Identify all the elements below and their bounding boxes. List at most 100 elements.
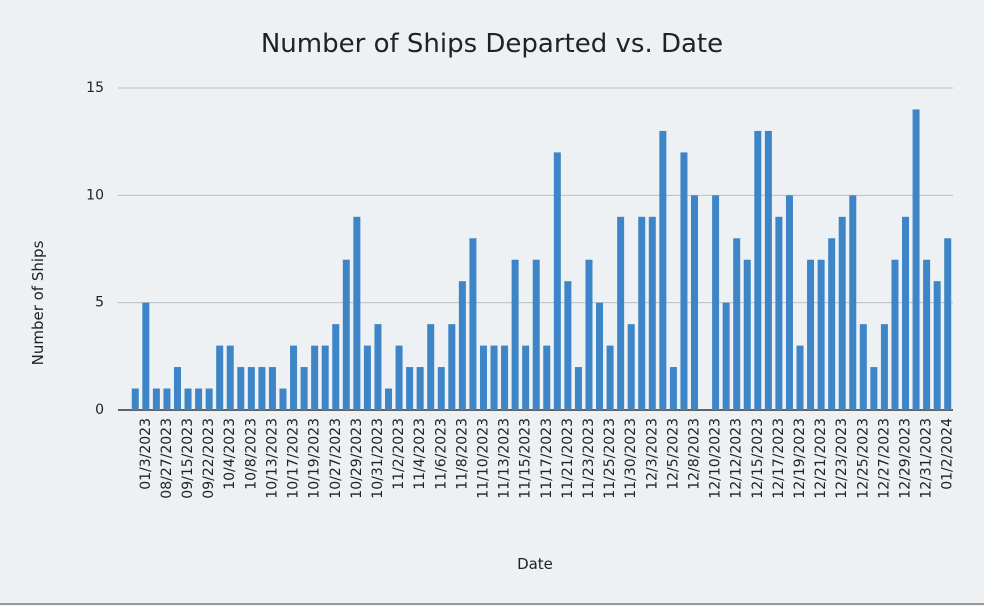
bar xyxy=(247,367,255,410)
bar xyxy=(659,130,667,410)
bar xyxy=(501,345,509,410)
x-tick-label: 10/4/2023 xyxy=(222,418,238,490)
x-tick-label: 12/29/2023 xyxy=(898,418,914,499)
x-tick-label: 01/2/2024 xyxy=(940,418,956,490)
x-tick-label: 12/5/2023 xyxy=(665,418,681,490)
x-tick-label: 10/27/2023 xyxy=(328,418,344,499)
bar xyxy=(859,324,867,410)
x-tick-label: 11/10/2023 xyxy=(475,418,491,499)
bar xyxy=(237,367,245,410)
x-tick-label: 10/19/2023 xyxy=(307,418,323,499)
x-tick-label: 12/19/2023 xyxy=(792,418,808,499)
x-tick-label: 11/21/2023 xyxy=(560,418,576,499)
bar xyxy=(606,345,614,410)
bar xyxy=(152,388,160,410)
x-tick-label: 10/31/2023 xyxy=(370,418,386,499)
bar xyxy=(838,216,846,410)
bar xyxy=(300,367,308,410)
x-tick-label: 12/17/2023 xyxy=(771,418,787,499)
bar xyxy=(870,367,878,410)
x-tick-label: 12/21/2023 xyxy=(813,418,829,499)
bar xyxy=(131,388,139,410)
x-tick-label: 09/22/2023 xyxy=(201,418,217,499)
bar xyxy=(743,259,751,410)
bar xyxy=(469,238,477,410)
bar xyxy=(226,345,234,410)
x-tick-label: 11/15/2023 xyxy=(518,418,534,499)
bar xyxy=(944,238,952,410)
x-tick-label: 10/17/2023 xyxy=(286,418,302,499)
bar xyxy=(902,216,910,410)
bar xyxy=(448,324,456,410)
bar xyxy=(279,388,287,410)
bar xyxy=(828,238,836,410)
x-tick-label: 11/2/2023 xyxy=(391,418,407,490)
bar xyxy=(321,345,329,410)
bar xyxy=(427,324,435,410)
bar xyxy=(342,259,350,410)
x-tick-label: 12/8/2023 xyxy=(686,418,702,490)
bar xyxy=(627,324,635,410)
bar xyxy=(564,281,572,410)
bar xyxy=(680,152,688,410)
x-tick-label: 09/15/2023 xyxy=(180,418,196,499)
bar xyxy=(216,345,224,410)
bar xyxy=(374,324,382,410)
bar xyxy=(290,345,298,410)
x-tick-label: 10/29/2023 xyxy=(349,418,365,499)
bar xyxy=(933,281,941,410)
y-tick-label: 0 xyxy=(95,402,104,418)
x-tick-label: 12/23/2023 xyxy=(834,418,850,499)
bar xyxy=(617,216,625,410)
bar xyxy=(754,130,762,410)
x-tick-label: 08/27/2023 xyxy=(159,418,175,499)
x-tick-label: 12/27/2023 xyxy=(876,418,892,499)
bar xyxy=(775,216,783,410)
bar xyxy=(311,345,319,410)
y-tick-label: 15 xyxy=(86,80,104,96)
bar xyxy=(596,302,604,410)
y-tick-label: 5 xyxy=(95,295,104,311)
bar xyxy=(395,345,403,410)
bar xyxy=(638,216,646,410)
bar xyxy=(712,195,720,410)
x-tick-label: 12/3/2023 xyxy=(644,418,660,490)
bar xyxy=(733,238,741,410)
x-tick-label: 11/8/2023 xyxy=(454,418,470,490)
bar xyxy=(479,345,487,410)
x-tick-label: 12/31/2023 xyxy=(919,418,935,499)
bar xyxy=(332,324,340,410)
bar xyxy=(912,109,920,410)
x-tick-label: 12/12/2023 xyxy=(729,418,745,499)
bar xyxy=(416,367,424,410)
bar xyxy=(532,259,540,410)
bar xyxy=(163,388,171,410)
bar xyxy=(923,259,931,410)
bar xyxy=(553,152,561,410)
bar xyxy=(490,345,498,410)
y-tick-label: 10 xyxy=(86,187,104,203)
bar xyxy=(142,302,150,410)
bar xyxy=(785,195,793,410)
x-axis-label: Date xyxy=(517,555,553,573)
x-tick-label: 12/15/2023 xyxy=(750,418,766,499)
x-tick-label: 11/30/2023 xyxy=(623,418,639,499)
x-tick-label: 11/23/2023 xyxy=(581,418,597,499)
x-tick-label: 11/25/2023 xyxy=(602,418,618,499)
x-tick-label: 11/17/2023 xyxy=(539,418,555,499)
bar xyxy=(522,345,530,410)
x-tick-label: 10/8/2023 xyxy=(243,418,259,490)
x-tick-label: 12/10/2023 xyxy=(708,418,724,499)
bar xyxy=(796,345,804,410)
bar xyxy=(363,345,371,410)
x-tick-label: 11/4/2023 xyxy=(412,418,428,490)
x-tick-label: 12/25/2023 xyxy=(855,418,871,499)
bar xyxy=(173,367,181,410)
x-tick-label: 01/3/2023 xyxy=(138,418,154,490)
bar xyxy=(574,367,582,410)
bar xyxy=(353,216,361,410)
bar xyxy=(258,367,266,410)
bar xyxy=(891,259,899,410)
bar xyxy=(764,130,772,410)
